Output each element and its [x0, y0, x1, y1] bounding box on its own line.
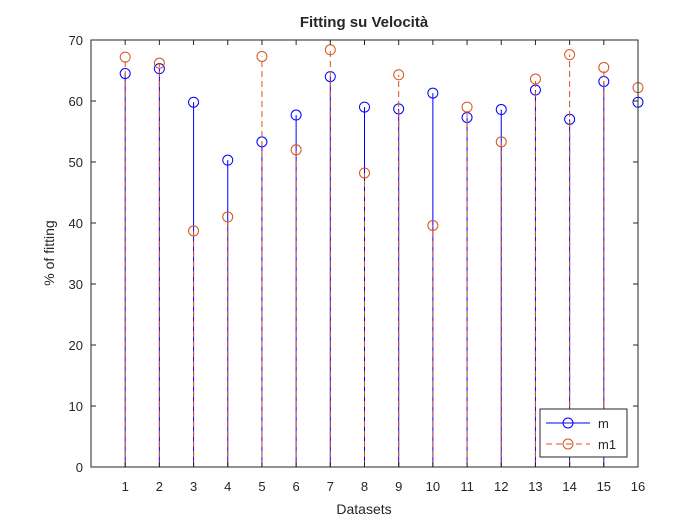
x-tick-label: 4 [224, 479, 231, 494]
legend-marker-m1 [562, 438, 574, 450]
x-tick-label: 3 [190, 479, 197, 494]
x-tick-label: 10 [426, 479, 440, 494]
stem-marker-m-8 [359, 101, 370, 113]
x-tick-label: 14 [562, 479, 576, 494]
y-tick-label: 10 [69, 399, 83, 414]
legend-label-m1: m1 [598, 437, 616, 452]
x-tick-label: 2 [156, 479, 163, 494]
stem-marker-m1-3 [188, 225, 200, 237]
stem-marker-m1-6 [290, 144, 302, 156]
stem-marker-m1-15 [598, 61, 610, 73]
stem-marker-m-1 [119, 68, 131, 80]
y-tick-label: 60 [69, 94, 83, 109]
x-tick-label: 11 [460, 479, 474, 494]
chart-title: Fitting su Velocità [300, 14, 429, 31]
legend-label-m: m [598, 416, 609, 431]
x-tick-label: 15 [597, 479, 611, 494]
y-tick-label: 40 [69, 216, 83, 231]
stem-marker-m-6 [290, 109, 302, 121]
stem-marker-m-4 [222, 154, 234, 166]
x-tick-label: 12 [494, 479, 508, 494]
y-axis-label: % of fitting [41, 220, 57, 285]
y-tick-label: 20 [69, 338, 83, 353]
x-tick-label: 16 [631, 479, 645, 494]
stem-marker-m1-4 [222, 211, 234, 223]
y-tick-label: 50 [69, 155, 83, 170]
x-tick-label: 8 [361, 479, 368, 494]
stem-marker-m1-12 [495, 136, 507, 148]
x-tick-label: 7 [327, 479, 334, 494]
stem-marker-m1-8 [359, 167, 370, 179]
stem-marker-m1-13 [529, 73, 541, 85]
x-tick-label: 1 [122, 479, 129, 494]
stem-marker-m-10 [427, 87, 439, 99]
stem-marker-m1-9 [393, 69, 405, 81]
legend-box [539, 408, 628, 458]
y-tick-label: 0 [76, 460, 83, 475]
stem-marker-m1-5 [256, 50, 268, 62]
stem-marker-m1-2 [153, 57, 165, 69]
x-tick-label: 13 [528, 479, 542, 494]
legend-marker-m [562, 417, 574, 429]
stem-marker-m1-1 [119, 51, 131, 63]
stem-series-layer [119, 44, 644, 467]
y-tick-label: 70 [69, 33, 83, 48]
x-tick-label: 5 [258, 479, 265, 494]
stem-marker-m-12 [495, 104, 507, 116]
y-tick-label: 30 [69, 277, 83, 292]
x-tick-label: 6 [293, 479, 300, 494]
x-axis-label: Datasets [336, 501, 391, 517]
stem-marker-m1-14 [564, 49, 576, 61]
x-tick-label: 9 [395, 479, 402, 494]
stem-marker-m1-11 [461, 101, 473, 113]
legend: m m1 [539, 408, 628, 458]
stem-marker-m-3 [188, 96, 200, 108]
stem-marker-m1-10 [427, 219, 439, 231]
